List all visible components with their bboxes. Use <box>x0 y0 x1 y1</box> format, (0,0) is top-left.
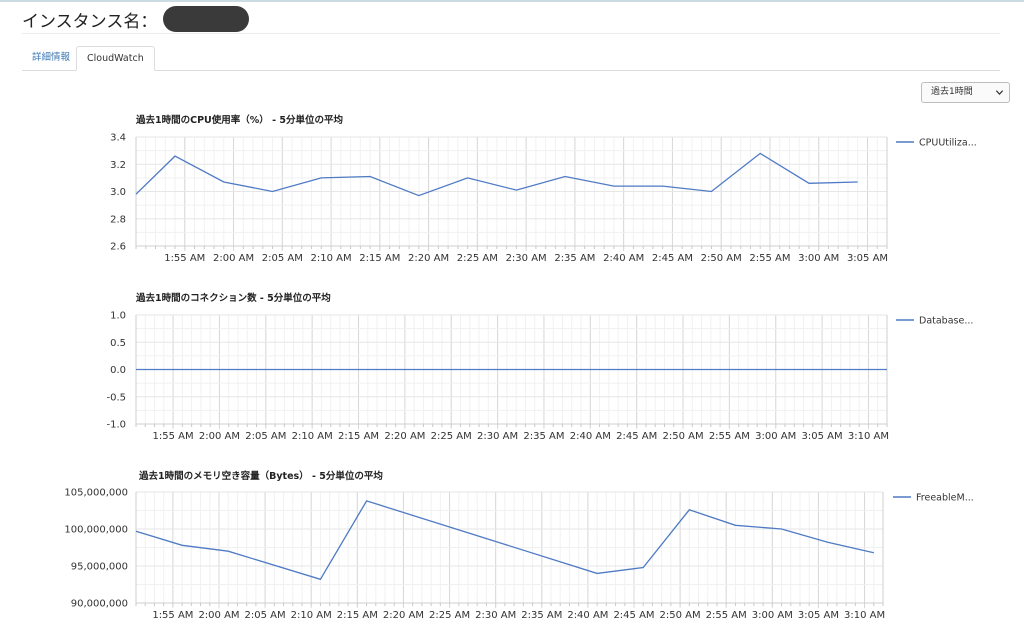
x-tick-label: 2:30 AM <box>475 610 516 621</box>
x-tick-label: 3:00 AM <box>755 431 796 442</box>
x-tick-label: 2:20 AM <box>408 253 449 264</box>
x-tick-label: 2:05 AM <box>245 610 286 621</box>
x-tick-label: 2:25 AM <box>429 610 470 621</box>
x-tick-label: 3:05 AM <box>798 610 839 621</box>
x-tick-label: 2:45 AM <box>652 253 693 264</box>
y-tick-label: 95,000,000 <box>71 562 128 573</box>
x-tick-label: 2:45 AM <box>616 431 657 442</box>
time-range-select[interactable]: 過去1時間 <box>921 82 1010 103</box>
x-tick-label: 3:05 AM <box>802 431 843 442</box>
y-tick-label: 105,000,000 <box>64 488 128 499</box>
x-tick-label: 2:00 AM <box>213 253 254 264</box>
y-tick-label: 100,000,000 <box>64 525 128 536</box>
x-tick-label: 2:40 AM <box>603 253 644 264</box>
y-tick-label: 3.2 <box>110 160 126 171</box>
x-tick-label: 2:55 AM <box>706 610 747 621</box>
chart-title: 過去1時間のメモリ空き容量（Bytes） - 5分単位の平均 <box>138 470 383 482</box>
y-tick-label: -0.5 <box>106 392 126 403</box>
redacted-instance-name <box>163 6 250 32</box>
x-tick-label: 2:40 AM <box>570 431 611 442</box>
x-tick-label: 2:50 AM <box>662 431 703 442</box>
x-tick-label: 2:10 AM <box>311 253 352 264</box>
x-tick-label: 2:05 AM <box>262 253 303 264</box>
x-tick-label: 2:50 AM <box>660 610 701 621</box>
x-tick-label: 2:30 AM <box>506 253 547 264</box>
chart-title: 過去1時間のコネクション数 - 5分単位の平均 <box>135 292 331 304</box>
x-tick-label: 2:10 AM <box>291 610 332 621</box>
x-tick-label: 2:40 AM <box>567 610 608 621</box>
x-tick-label: 1:55 AM <box>164 253 205 264</box>
tab-bar: 詳細情報 CloudWatch <box>22 46 1000 71</box>
y-tick-label: 2.6 <box>110 242 126 253</box>
y-tick-label: -1.0 <box>106 420 126 431</box>
y-tick-label: 3.4 <box>110 133 126 144</box>
y-tick-label: 2.8 <box>110 214 126 225</box>
x-tick-label: 2:15 AM <box>359 253 400 264</box>
x-tick-label: 2:35 AM <box>521 610 562 621</box>
y-tick-label: 3.0 <box>110 187 126 198</box>
x-tick-label: 2:35 AM <box>523 431 564 442</box>
x-tick-label: 1:55 AM <box>153 431 194 442</box>
x-tick-label: 2:15 AM <box>338 431 379 442</box>
page-title: インスタンス名： <box>22 11 158 32</box>
x-tick-label: 2:30 AM <box>477 431 518 442</box>
chevron-down-icon <box>995 90 1004 96</box>
x-tick-label: 2:05 AM <box>245 431 286 442</box>
x-tick-label: 2:10 AM <box>292 431 333 442</box>
tab-details[interactable]: 詳細情報 <box>32 52 71 63</box>
tab-cloudwatch[interactable]: CloudWatch <box>76 46 155 71</box>
x-tick-label: 2:00 AM <box>198 610 239 621</box>
top-border <box>0 0 1024 2</box>
page-header: インスタンス名： <box>22 6 250 32</box>
x-tick-label: 3:00 AM <box>752 610 793 621</box>
series-line <box>135 152 858 197</box>
x-tick-label: 2:45 AM <box>613 610 654 621</box>
time-range-value: 過去1時間 <box>931 87 973 97</box>
legend-label: Database... <box>919 316 973 327</box>
x-tick-label: 2:50 AM <box>701 253 742 264</box>
x-tick-label: 3:10 AM <box>848 431 889 442</box>
x-tick-label: 2:15 AM <box>337 610 378 621</box>
chart-title: 過去1時間のCPU使用率（%） - 5分単位の平均 <box>135 114 343 126</box>
x-tick-label: 2:20 AM <box>384 431 425 442</box>
legend-label: FreeableM... <box>916 493 974 504</box>
x-tick-label: 2:55 AM <box>749 253 790 264</box>
x-tick-label: 3:10 AM <box>844 610 885 621</box>
x-tick-label: 2:20 AM <box>383 610 424 621</box>
y-tick-label: 0.0 <box>110 365 126 376</box>
x-tick-label: 2:25 AM <box>457 253 498 264</box>
y-tick-label: 90,000,000 <box>71 599 128 610</box>
x-tick-label: 2:25 AM <box>431 431 472 442</box>
x-tick-label: 3:00 AM <box>798 253 839 264</box>
series-line <box>135 500 874 581</box>
x-tick-label: 3:05 AM <box>847 253 888 264</box>
x-tick-label: 2:35 AM <box>554 253 595 264</box>
header-divider <box>22 33 1000 34</box>
x-tick-label: 1:55 AM <box>152 610 193 621</box>
x-tick-label: 2:55 AM <box>709 431 750 442</box>
legend-label: CPUUtiliza... <box>919 138 977 149</box>
x-tick-label: 2:00 AM <box>199 431 240 442</box>
y-tick-label: 0.5 <box>110 338 126 349</box>
y-tick-label: 1.0 <box>110 311 126 322</box>
